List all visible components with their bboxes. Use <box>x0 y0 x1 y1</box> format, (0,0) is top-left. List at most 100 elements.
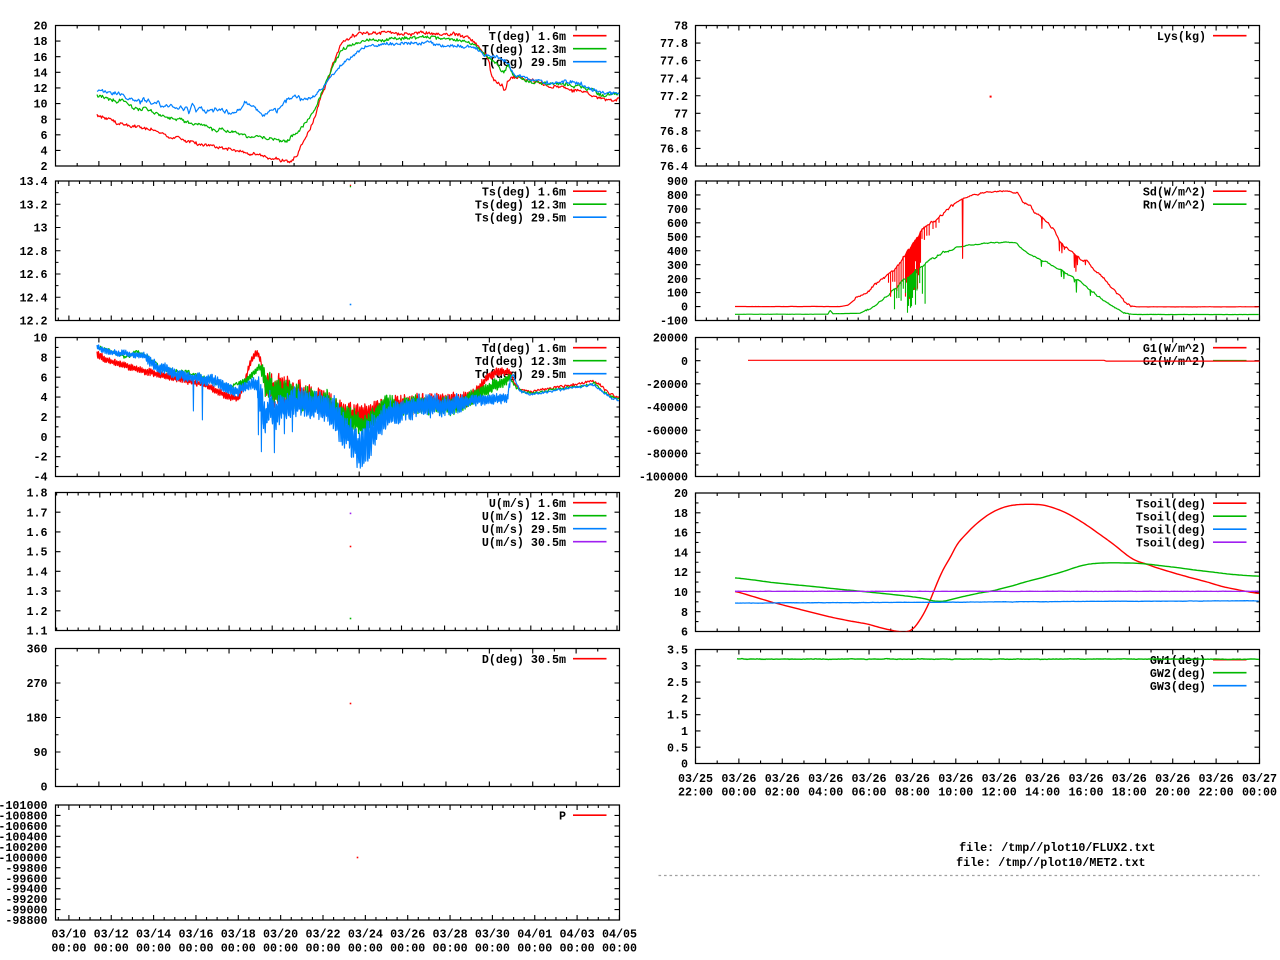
svg-text:Ts(deg) 1.6m: Ts(deg) 1.6m <box>482 185 566 199</box>
svg-text:3.5: 3.5 <box>667 644 688 658</box>
svg-text:77.8: 77.8 <box>660 37 688 51</box>
svg-text:GW3(deg): GW3(deg) <box>1150 680 1206 694</box>
svg-text:Ts(deg) 29.5m: Ts(deg) 29.5m <box>475 211 566 225</box>
svg-text:1.5: 1.5 <box>667 709 688 723</box>
svg-text:T(deg) 1.6m: T(deg) 1.6m <box>489 30 566 44</box>
svg-text:00:00: 00:00 <box>517 941 552 955</box>
svg-text:77: 77 <box>674 107 688 121</box>
svg-text:U(m/s) 12.3m: U(m/s) 12.3m <box>482 510 566 524</box>
svg-text:3: 3 <box>681 660 688 674</box>
svg-text:03/26: 03/26 <box>765 772 800 786</box>
svg-text:77.6: 77.6 <box>660 55 688 69</box>
svg-text:Td(deg) 1.6m: Td(deg) 1.6m <box>482 342 566 356</box>
svg-text:12.4: 12.4 <box>19 291 47 305</box>
svg-text:0: 0 <box>681 355 688 369</box>
svg-text:76.6: 76.6 <box>660 143 688 157</box>
svg-text:Sd(W/m^2): Sd(W/m^2) <box>1143 185 1206 199</box>
svg-text:700: 700 <box>667 203 688 217</box>
svg-text:-99800: -99800 <box>5 862 47 876</box>
svg-text:8: 8 <box>40 113 47 127</box>
svg-text:10: 10 <box>33 332 47 346</box>
svg-text:6: 6 <box>681 626 688 640</box>
svg-text:03/26: 03/26 <box>1199 772 1234 786</box>
svg-text:1.4: 1.4 <box>26 566 47 580</box>
svg-text:08:00: 08:00 <box>895 786 930 800</box>
svg-text:03/25: 03/25 <box>678 772 713 786</box>
svg-text:8: 8 <box>40 352 47 366</box>
svg-text:1.8: 1.8 <box>26 487 47 501</box>
svg-text:-101000: -101000 <box>0 799 48 813</box>
svg-text:-4: -4 <box>33 471 47 485</box>
svg-text:14: 14 <box>33 66 47 80</box>
svg-text:D(deg) 30.5m: D(deg) 30.5m <box>482 653 566 667</box>
svg-text:03/24: 03/24 <box>348 927 383 941</box>
svg-text:03/26: 03/26 <box>808 772 843 786</box>
svg-text:13.2: 13.2 <box>19 198 47 212</box>
svg-text:-2: -2 <box>33 451 47 465</box>
svg-text:-20000: -20000 <box>646 378 688 392</box>
svg-text:04/03: 04/03 <box>560 927 595 941</box>
svg-text:4: 4 <box>40 145 47 159</box>
svg-text:-99000: -99000 <box>5 904 47 918</box>
svg-text:200: 200 <box>667 273 688 287</box>
svg-text:76.4: 76.4 <box>660 160 688 174</box>
svg-text:-100400: -100400 <box>0 831 48 845</box>
svg-text:900: 900 <box>667 175 688 189</box>
svg-text:180: 180 <box>26 712 47 726</box>
svg-text:03/14: 03/14 <box>136 927 171 941</box>
svg-text:8: 8 <box>681 606 688 620</box>
svg-text:-100600: -100600 <box>0 820 48 834</box>
svg-text:03/26: 03/26 <box>390 927 425 941</box>
svg-text:0: 0 <box>40 781 47 795</box>
svg-text:00:00: 00:00 <box>221 941 256 955</box>
svg-text:00:00: 00:00 <box>94 941 129 955</box>
svg-text:-100000: -100000 <box>0 851 48 865</box>
svg-text:GW2(deg): GW2(deg) <box>1150 667 1206 681</box>
svg-text:Tsoil(deg): Tsoil(deg) <box>1136 497 1206 511</box>
svg-text:90: 90 <box>33 746 47 760</box>
svg-text:Tsoil(deg): Tsoil(deg) <box>1136 536 1206 550</box>
svg-text:1.5: 1.5 <box>26 546 47 560</box>
svg-text:1.6: 1.6 <box>26 526 47 540</box>
svg-text:12.6: 12.6 <box>19 268 47 282</box>
svg-text:P: P <box>559 809 566 823</box>
svg-text:1.3: 1.3 <box>26 585 47 599</box>
svg-text:360: 360 <box>26 643 47 657</box>
svg-text:03/20: 03/20 <box>263 927 298 941</box>
svg-text:Rn(W/m^2): Rn(W/m^2) <box>1143 198 1206 212</box>
svg-text:U(m/s) 1.6m: U(m/s) 1.6m <box>489 497 566 511</box>
svg-text:2: 2 <box>40 411 47 425</box>
svg-text:-100200: -100200 <box>0 841 48 855</box>
svg-text:Td(deg) 12.3m: Td(deg) 12.3m <box>475 355 566 369</box>
svg-text:1.1: 1.1 <box>26 625 47 639</box>
svg-text:270: 270 <box>26 677 47 691</box>
svg-text:-40000: -40000 <box>646 401 688 415</box>
svg-text:300: 300 <box>667 259 688 273</box>
svg-text:G1(W/m^2): G1(W/m^2) <box>1143 342 1206 356</box>
svg-text:2.5: 2.5 <box>667 676 688 690</box>
svg-text:03/26: 03/26 <box>1112 772 1147 786</box>
svg-text:400: 400 <box>667 245 688 259</box>
svg-text:-98800: -98800 <box>5 914 47 928</box>
svg-text:04/05: 04/05 <box>602 927 637 941</box>
svg-text:6: 6 <box>40 371 47 385</box>
svg-text:0: 0 <box>40 431 47 445</box>
svg-text:03/18: 03/18 <box>221 927 256 941</box>
svg-text:03/26: 03/26 <box>851 772 886 786</box>
svg-text:00:00: 00:00 <box>475 941 510 955</box>
svg-text:03/26: 03/26 <box>895 772 930 786</box>
svg-text:20: 20 <box>674 487 688 501</box>
svg-text:03/27: 03/27 <box>1242 772 1277 786</box>
svg-text:2: 2 <box>681 693 688 707</box>
svg-text:03/26: 03/26 <box>1025 772 1060 786</box>
svg-text:Ts(deg) 12.3m: Ts(deg) 12.3m <box>475 198 566 212</box>
svg-text:00:00: 00:00 <box>136 941 171 955</box>
svg-text:03/26: 03/26 <box>1068 772 1103 786</box>
svg-text:03/12: 03/12 <box>94 927 129 941</box>
svg-text:Tsoil(deg): Tsoil(deg) <box>1136 523 1206 537</box>
svg-text:04:00: 04:00 <box>808 786 843 800</box>
svg-text:18: 18 <box>674 507 688 521</box>
svg-text:00:00: 00:00 <box>433 941 468 955</box>
svg-text:06:00: 06:00 <box>851 786 886 800</box>
svg-text:14: 14 <box>674 547 688 561</box>
